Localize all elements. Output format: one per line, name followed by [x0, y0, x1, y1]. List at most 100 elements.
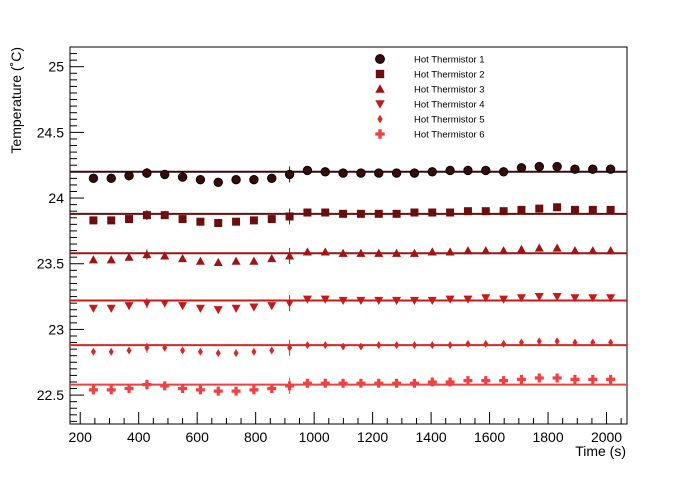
data-point [249, 385, 259, 395]
legend-marker [375, 84, 385, 93]
data-point [178, 253, 188, 263]
legend-label: Hot Thermistor 3 [414, 85, 485, 96]
data-point [570, 294, 580, 303]
data-point [249, 303, 259, 312]
data-point [142, 250, 152, 259]
data-point [463, 207, 472, 216]
data-point [427, 167, 437, 177]
fit-lines [70, 170, 627, 386]
data-point [499, 246, 509, 255]
data-point [445, 295, 455, 304]
data-point [321, 208, 330, 217]
legend-marker [375, 69, 385, 79]
data-point [231, 304, 241, 313]
data-point [302, 378, 312, 388]
data-point [463, 246, 473, 255]
data-point [285, 212, 294, 221]
data-point [535, 204, 544, 213]
data-point [178, 302, 188, 311]
data-point [88, 173, 99, 184]
data-point [160, 299, 170, 308]
data-point [606, 205, 615, 214]
data-point [339, 209, 348, 218]
data-point [162, 343, 168, 352]
data-point [231, 174, 241, 185]
data-points [88, 161, 616, 396]
data-point [322, 341, 328, 350]
data-point [606, 294, 616, 303]
data-point [588, 294, 598, 303]
data-point [517, 205, 526, 214]
data-point [340, 342, 346, 351]
data-point [356, 248, 366, 257]
y-tick-label: 25 [48, 59, 64, 75]
x-tick-label: 2000 [591, 429, 622, 445]
data-point [107, 216, 116, 225]
data-point [213, 257, 223, 267]
x-tick-label: 800 [244, 429, 268, 445]
data-point [267, 253, 277, 263]
data-point [588, 246, 598, 255]
legend-marker [375, 129, 385, 139]
data-point [214, 219, 223, 228]
data-point [320, 378, 330, 388]
data-point [588, 205, 597, 214]
data-point [481, 207, 490, 216]
data-point [374, 209, 383, 218]
x-tick-label: 1200 [357, 429, 388, 445]
data-point [374, 168, 384, 178]
data-point [516, 294, 526, 303]
data-point [106, 304, 116, 313]
data-point [233, 349, 239, 358]
plot-frame [69, 46, 628, 425]
y-tick-label: 23.5 [37, 256, 64, 272]
data-point [445, 247, 455, 256]
legend-label: Hot Thermistor 1 [414, 55, 485, 66]
data-point [553, 203, 562, 212]
data-point [195, 256, 205, 265]
data-point [287, 343, 293, 352]
data-point [267, 302, 277, 311]
data-point [391, 168, 402, 178]
x-axis-label: Time (s) [575, 443, 626, 459]
data-point [302, 295, 312, 304]
legend-label: Hot Thermistor 2 [414, 70, 485, 81]
legend-label: Hot Thermistor 5 [414, 115, 485, 126]
data-point [605, 164, 616, 174]
data-point [570, 246, 580, 255]
data-point [356, 168, 366, 178]
data-point [178, 215, 187, 224]
data-point [106, 173, 116, 184]
data-point [463, 295, 473, 304]
data-point [552, 243, 562, 252]
x-tick-label: 200 [69, 429, 93, 445]
data-point [249, 256, 259, 265]
data-point [465, 339, 471, 348]
legend-marker [375, 54, 385, 64]
data-point [231, 386, 241, 396]
data-point [483, 339, 489, 348]
data-point [481, 165, 491, 176]
data-point [606, 246, 616, 255]
x-tick-label: 1800 [532, 429, 563, 445]
data-point [197, 347, 203, 356]
data-point [606, 374, 616, 384]
data-point [251, 347, 257, 356]
data-point [302, 247, 312, 256]
data-point [144, 343, 150, 352]
data-point [552, 373, 562, 383]
data-point [392, 248, 402, 257]
data-point [213, 177, 223, 187]
data-point [409, 378, 419, 388]
data-point [177, 172, 188, 182]
x-tick-label: 1600 [474, 429, 505, 445]
data-point [536, 337, 542, 346]
data-point [338, 248, 348, 257]
data-point [501, 339, 507, 348]
data-point [106, 255, 116, 264]
data-point [534, 292, 544, 302]
y-tick-label: 24.5 [37, 124, 64, 140]
data-point [518, 338, 524, 347]
data-point [338, 168, 348, 178]
data-point [285, 251, 295, 260]
